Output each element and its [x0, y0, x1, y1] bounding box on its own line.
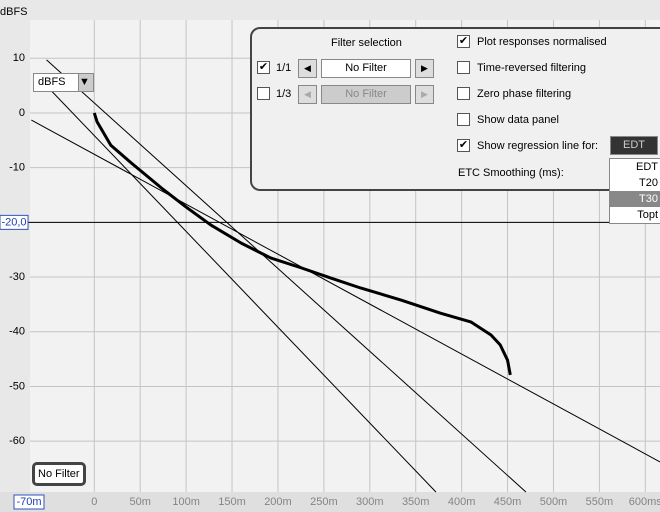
list-item[interactable]: Topt [637, 209, 658, 221]
checkbox-label: 1/3 [276, 88, 292, 100]
y-tick-label: -30 [9, 271, 25, 283]
checkbox[interactable] [457, 87, 470, 100]
dropdown-value: No Filter [345, 62, 387, 74]
x-axis-band [0, 492, 660, 512]
checkbox[interactable] [457, 113, 470, 126]
checkbox-label: Zero phase filtering [477, 88, 572, 100]
checkbox[interactable] [257, 87, 270, 100]
y-tick-label: -10 [9, 162, 25, 174]
decay-line [92, 112, 512, 376]
checkbox-label: Time-reversed filtering [477, 62, 587, 74]
controls-panel [250, 27, 660, 191]
prev-button[interactable]: ◀ [298, 59, 317, 78]
y-tick-label: -60 [9, 435, 25, 447]
checkbox-label: Show regression line for: [477, 140, 599, 152]
checkbox[interactable]: ✔ [257, 61, 270, 74]
filter-badge: No Filter [32, 462, 86, 486]
decay-line [31, 119, 660, 463]
list-item[interactable]: EDT [636, 161, 658, 173]
y-axis-title: dBFS [0, 6, 28, 18]
decay-line [46, 59, 527, 493]
y-tick-label: -50 [9, 380, 25, 392]
checkbox[interactable]: ✔ [457, 35, 470, 48]
decay-line [36, 74, 437, 493]
y-tick-label: -40 [9, 326, 25, 338]
cursor-box [0, 214, 29, 230]
regression-value: EDT [623, 139, 645, 151]
y-tick-label: 0 [19, 107, 25, 119]
checkbox-label: Show data panel [477, 114, 559, 126]
checkbox[interactable]: ✔ [457, 139, 470, 152]
list-item[interactable]: T30 [610, 191, 660, 207]
filter-dropdown: No Filter [321, 85, 411, 104]
unit-dropdown[interactable]: dBFS ▼ [33, 73, 94, 92]
checkbox[interactable] [457, 61, 470, 74]
filter-dropdown[interactable]: No Filter [321, 59, 411, 78]
checkbox-label: Plot responses normalised [477, 36, 607, 48]
y-tick-label: 10 [13, 52, 25, 64]
smoothing-label: ETC Smoothing (ms): [458, 167, 564, 179]
next-button: ▶ [415, 85, 434, 104]
filter-title: Filter selection [331, 37, 402, 49]
unit-value: dBFS [38, 76, 66, 88]
x-start-box [13, 494, 45, 510]
checkbox-label: 1/1 [276, 62, 292, 74]
cursor-label: -20,0 [1, 216, 26, 228]
list-item[interactable]: T20 [639, 177, 658, 189]
regression-dropdown[interactable]: EDT [610, 136, 658, 155]
next-button[interactable]: ▶ [415, 59, 434, 78]
dropdown-list: EDT T20 T30 Topt [609, 158, 660, 224]
prev-button: ◀ [298, 85, 317, 104]
dropdown-value: No Filter [345, 88, 387, 100]
x-start-label: -70m [16, 496, 41, 508]
